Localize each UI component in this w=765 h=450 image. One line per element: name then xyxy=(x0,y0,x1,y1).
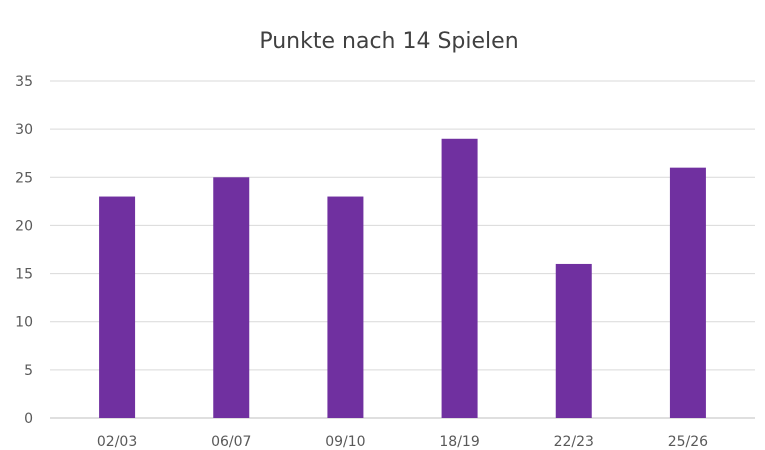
x-tick-label: 25/26 xyxy=(668,434,708,450)
y-tick-label: 0 xyxy=(24,411,33,427)
chart-title: Punkte nach 14 Spielen xyxy=(259,29,518,54)
x-axis-ticks: 02/03 06/07 09/10 18/19 22/23 25/26 xyxy=(97,434,708,450)
bar-06-07 xyxy=(213,177,250,418)
bar-22-23 xyxy=(555,263,592,418)
gridlines xyxy=(50,80,755,419)
y-axis-ticks: 0 5 10 15 20 25 30 35 xyxy=(15,74,33,427)
bar-02-03 xyxy=(99,196,136,418)
bar-09-10 xyxy=(327,196,364,418)
y-tick-label: 20 xyxy=(15,218,33,234)
y-tick-label: 5 xyxy=(24,363,33,379)
y-tick-label: 35 xyxy=(15,74,33,90)
x-tick-label: 18/19 xyxy=(439,434,479,450)
x-tick-label: 09/10 xyxy=(325,434,365,450)
y-tick-label: 30 xyxy=(15,122,33,138)
x-tick-label: 06/07 xyxy=(211,434,251,450)
y-tick-label: 10 xyxy=(15,315,33,331)
x-tick-label: 22/23 xyxy=(554,434,594,450)
x-tick-label: 02/03 xyxy=(97,434,137,450)
bar-18-19 xyxy=(441,138,478,418)
y-tick-label: 15 xyxy=(15,267,33,283)
bars xyxy=(99,138,706,418)
bar-25-26 xyxy=(669,167,706,418)
y-tick-label: 25 xyxy=(15,170,33,186)
